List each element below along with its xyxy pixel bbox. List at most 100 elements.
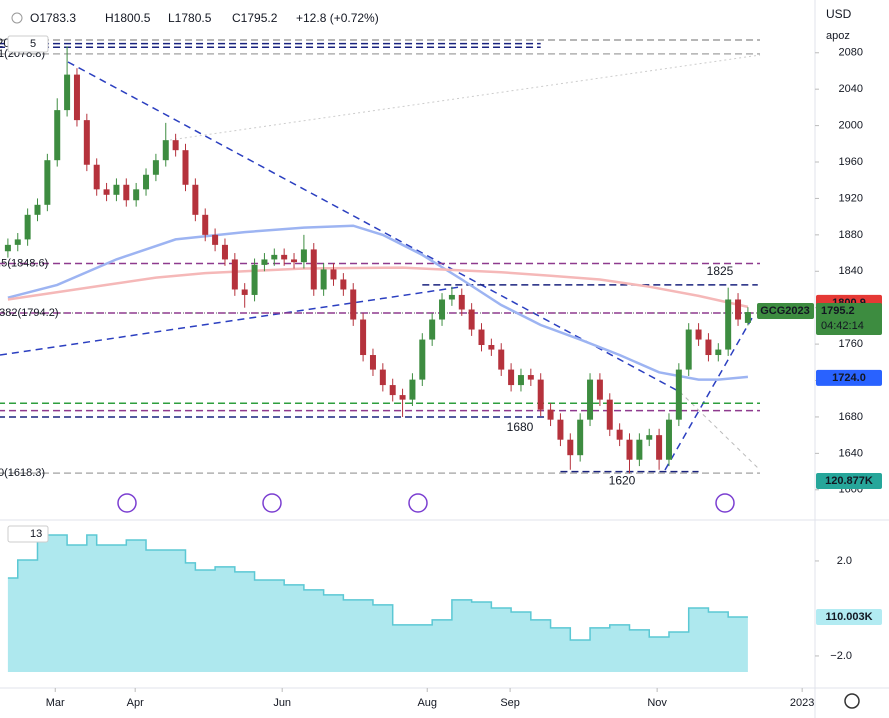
currency[interactable]: USD	[826, 7, 852, 21]
y-tick-label: 2040	[839, 83, 863, 95]
candle-body	[508, 369, 515, 386]
candle-body	[291, 259, 298, 263]
level-label: 1825	[707, 264, 734, 278]
candle-body	[241, 289, 248, 295]
candle-body	[458, 294, 465, 310]
candle-body	[4, 244, 11, 252]
y-tick-label: 1920	[839, 192, 863, 204]
candle-body	[73, 74, 80, 121]
candle-body	[162, 140, 169, 161]
candle-body	[330, 269, 337, 280]
candle-body	[261, 259, 268, 265]
candle-body	[379, 369, 386, 386]
candle-body	[468, 309, 475, 330]
candle-body	[54, 110, 61, 161]
ohlc-low: L1780.5	[168, 11, 212, 25]
y-tick-label: 2080	[839, 47, 863, 59]
candle-body	[646, 435, 653, 440]
candle-body	[369, 355, 376, 370]
moving-average	[7, 266, 749, 309]
replay-icon[interactable]	[262, 493, 282, 513]
candle-body	[527, 375, 534, 380]
candle-body	[429, 319, 436, 340]
candle-body	[665, 419, 672, 460]
ma-tag: 1724.0	[832, 372, 866, 384]
candle-body	[656, 435, 663, 460]
candle-body	[596, 379, 603, 400]
candle-body	[498, 349, 505, 370]
volume-tag: 120.877K	[825, 475, 873, 487]
y-tick-label: 1840	[839, 265, 863, 277]
lower-pane	[7, 534, 748, 672]
oscillator-tag: 110.003K	[825, 611, 872, 623]
candle-body	[478, 329, 485, 346]
volume-tag-box	[816, 473, 882, 489]
candle-body	[399, 395, 406, 400]
ohlc-high: H1800.5	[105, 11, 151, 25]
candle-body	[123, 184, 130, 201]
trend-line	[679, 391, 761, 471]
y-tick-label: 1960	[839, 156, 863, 168]
y-tick-label: −2.0	[830, 650, 852, 662]
scale-mode[interactable]: apoz	[826, 30, 850, 42]
candle-body	[735, 299, 742, 320]
pane-label-box[interactable]	[7, 525, 49, 543]
candle-body	[231, 259, 238, 290]
candle-body	[448, 294, 455, 300]
candle-body	[192, 184, 199, 215]
candle-body	[715, 349, 722, 356]
candle-body	[360, 319, 367, 356]
candle-body	[182, 150, 189, 185]
candle-body	[34, 204, 41, 215]
x-tick-label: Sep	[500, 697, 520, 709]
x-tick-label: Jun	[273, 697, 291, 709]
candle-body	[567, 439, 574, 456]
candle-body	[44, 160, 51, 205]
oscillator-line	[7, 534, 748, 641]
candle-body	[606, 399, 613, 430]
candle-body	[152, 160, 159, 175]
settings-icon[interactable]	[844, 693, 860, 709]
candle-body	[616, 429, 623, 440]
candle-body	[93, 164, 100, 190]
main-pane: 20901(2078.8)0.5(1848.6)18250.382(1794.2…	[0, 36, 815, 488]
oscillator-area	[7, 535, 748, 672]
level-label: 0.5(1848.6)	[0, 257, 48, 269]
candle-body	[113, 184, 120, 195]
candle-body	[83, 120, 90, 165]
pane-label: 5	[30, 38, 36, 50]
status-icon	[11, 12, 23, 24]
level-label: 1620	[609, 474, 636, 488]
moving-average	[7, 224, 749, 381]
y-tick-label: 1760	[839, 338, 863, 350]
level-label: 1680	[507, 420, 534, 434]
candle-body	[626, 439, 633, 460]
candle-body	[577, 419, 584, 456]
candle-body	[675, 369, 682, 420]
candle-body	[744, 312, 751, 323]
trend-line	[0, 286, 461, 356]
candle-body	[320, 269, 327, 290]
y-tick-label: 1640	[839, 447, 863, 459]
y-tick-label: 2000	[839, 120, 863, 132]
price-tag-box	[816, 303, 882, 336]
x-tick-label: 2023	[790, 697, 814, 709]
replay-icon[interactable]	[715, 493, 735, 513]
symbol-tag-box	[757, 303, 814, 320]
replay-icon[interactable]	[408, 493, 428, 513]
x-tick-label: Aug	[417, 697, 437, 709]
candle-body	[587, 379, 594, 420]
level-label: 0(1618.3)	[0, 467, 45, 479]
ohlc-change: +12.8 (+0.72%)	[296, 11, 379, 25]
ma-tag-box	[816, 369, 882, 386]
replay-icon[interactable]	[117, 493, 137, 513]
symbol-tag: GCG2023	[760, 305, 810, 317]
oscillator-tag-box	[816, 608, 882, 625]
ohlc-open: O1783.3	[30, 11, 76, 25]
pane-label-box[interactable]	[7, 35, 49, 53]
pane-label: 13	[30, 528, 42, 540]
x-tick-label: Nov	[647, 697, 667, 709]
candle-body	[439, 299, 446, 320]
y-tick-label: 1880	[839, 229, 863, 241]
x-tick-label: Mar	[46, 697, 65, 709]
